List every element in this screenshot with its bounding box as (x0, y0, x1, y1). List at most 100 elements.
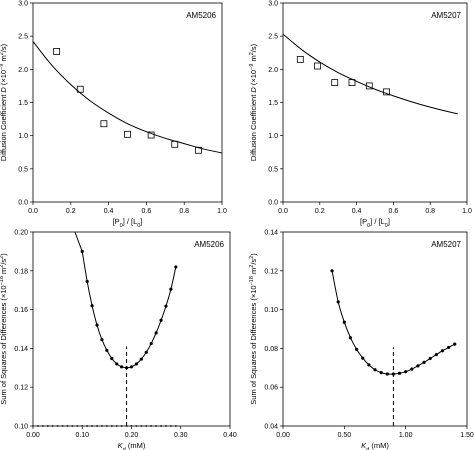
ssd-point (348, 336, 353, 340)
label-part: m (0, 268, 8, 276)
baseline-point (56, 424, 59, 428)
label-part: 0 (385, 223, 388, 229)
x-tick-label: 0.50 (338, 432, 352, 439)
baseline-point (61, 424, 64, 428)
ssd-point (373, 368, 377, 372)
label-part: −9 (0, 64, 5, 70)
ssd-point (115, 362, 119, 366)
y-tick-label: 0.10 (14, 424, 28, 431)
ssd-point (447, 345, 451, 350)
baseline-point (155, 424, 158, 428)
baseline-point (100, 424, 104, 428)
y-tick-label: 0.12 (14, 385, 28, 392)
label-part: 2 (249, 265, 255, 268)
ssd-point (410, 367, 414, 371)
label-part: ] (140, 217, 142, 226)
baseline-point (110, 424, 113, 428)
y-tick-label: 0.20 (14, 230, 28, 237)
baseline-point (145, 424, 148, 428)
y-tick-label: 1.5 (18, 100, 28, 107)
ssd-point (355, 347, 359, 351)
label-part: /s (249, 259, 258, 265)
label-part: K (118, 441, 124, 450)
x-axis-title: Kd (mM) (361, 441, 389, 450)
x-tick-label: 1.0 (462, 208, 472, 215)
ssd-point (139, 357, 143, 361)
ssd-point (164, 304, 168, 308)
label-part: (mM) (369, 441, 389, 450)
baseline-point (164, 424, 168, 428)
label-part: ] / [L (123, 217, 138, 226)
y-tick-label: 0.5 (18, 166, 28, 173)
baseline-point (76, 424, 79, 428)
ssd-point (422, 360, 426, 364)
label-part: /s) (249, 43, 258, 52)
baseline-point (140, 424, 143, 428)
label-part: (mM) (126, 441, 146, 450)
panel-label: AM5207 (431, 240, 461, 249)
baseline-point (95, 424, 99, 428)
baseline-point (105, 424, 108, 428)
ssd-point (367, 363, 371, 367)
label-part: 0 (367, 223, 370, 229)
baseline-point (41, 424, 44, 428)
data-point-square (383, 88, 390, 96)
plot-frame (282, 231, 468, 427)
label-part: Diffusion Coefficient (0, 93, 8, 162)
label-part: D (0, 87, 8, 93)
ssd-point (342, 320, 346, 324)
x-tick-label: 0.0 (278, 208, 288, 215)
label-part: ] (388, 217, 390, 226)
y-axis-title: Sum of Squares of Differences (×10−18 m2… (0, 253, 8, 405)
ssd-point (105, 348, 109, 352)
ssd-point (120, 365, 124, 369)
y-tick-label: 0.14 (14, 346, 28, 353)
y-tick-label: 0.04 (264, 424, 278, 431)
baseline-point (120, 424, 123, 428)
ssd-point (434, 353, 438, 357)
ssd-curve-extension (74, 231, 83, 252)
x-axis-title: [P0] / [L0] (113, 217, 143, 229)
chart-panel-1: 0.0 0.2 0.4 0.6 0.8 1.0 0.0 0.5 1.0 1.5 2.0 2.5 3.0 A… (0, 1, 227, 230)
y-axis-title: Diffusion Coefficient D (×10−9 m2/s) (0, 43, 8, 161)
label-part: (×10 (249, 70, 258, 87)
x-tick-label: 1.0 (217, 208, 227, 215)
label-part: 0 (120, 223, 123, 229)
baseline-point (169, 424, 172, 428)
x-tick-label: 0.0 (28, 208, 38, 215)
plot-frame (32, 231, 231, 427)
data-point-square (314, 62, 321, 70)
plot-frame (282, 2, 468, 203)
x-tick-label: 0.2 (315, 208, 325, 215)
baseline-point (150, 424, 153, 428)
data-point-square (296, 55, 304, 63)
ssd-point (144, 350, 148, 354)
ssd-point (110, 356, 114, 361)
baseline-point (36, 424, 40, 428)
label-part: Diffusion Coefficient (249, 93, 258, 162)
label-part: /s (0, 259, 8, 265)
ssd-point (330, 269, 334, 273)
x-tick-label: 0.10 (75, 432, 89, 439)
x-tick-label: 1.50 (460, 432, 474, 439)
ssd-point (361, 356, 365, 360)
data-point-square (53, 48, 61, 55)
panel-label: AM5206 (194, 240, 224, 249)
x-tick-label: 0.2 (66, 208, 76, 215)
ssd-point (428, 356, 432, 361)
label-part: [P (360, 217, 367, 226)
y-tick-label: 3.0 (18, 1, 28, 8)
ssd-point (134, 362, 139, 366)
label-part: Sum of Squares of Differences (×10 (0, 285, 8, 404)
x-tick-label: 0.4 (352, 208, 362, 215)
y-tick-label: 1.5 (268, 100, 278, 107)
y-tick-label: 0.10 (264, 307, 278, 314)
x-tick-label: 0.40 (223, 432, 237, 439)
label-part: /s) (0, 43, 8, 52)
x-tick-label: 0.00 (26, 432, 40, 439)
label-part: m (249, 268, 258, 276)
y-tick-label: 0.0 (18, 200, 28, 207)
data-point-square (124, 130, 131, 138)
label-part: 0 (137, 223, 140, 229)
